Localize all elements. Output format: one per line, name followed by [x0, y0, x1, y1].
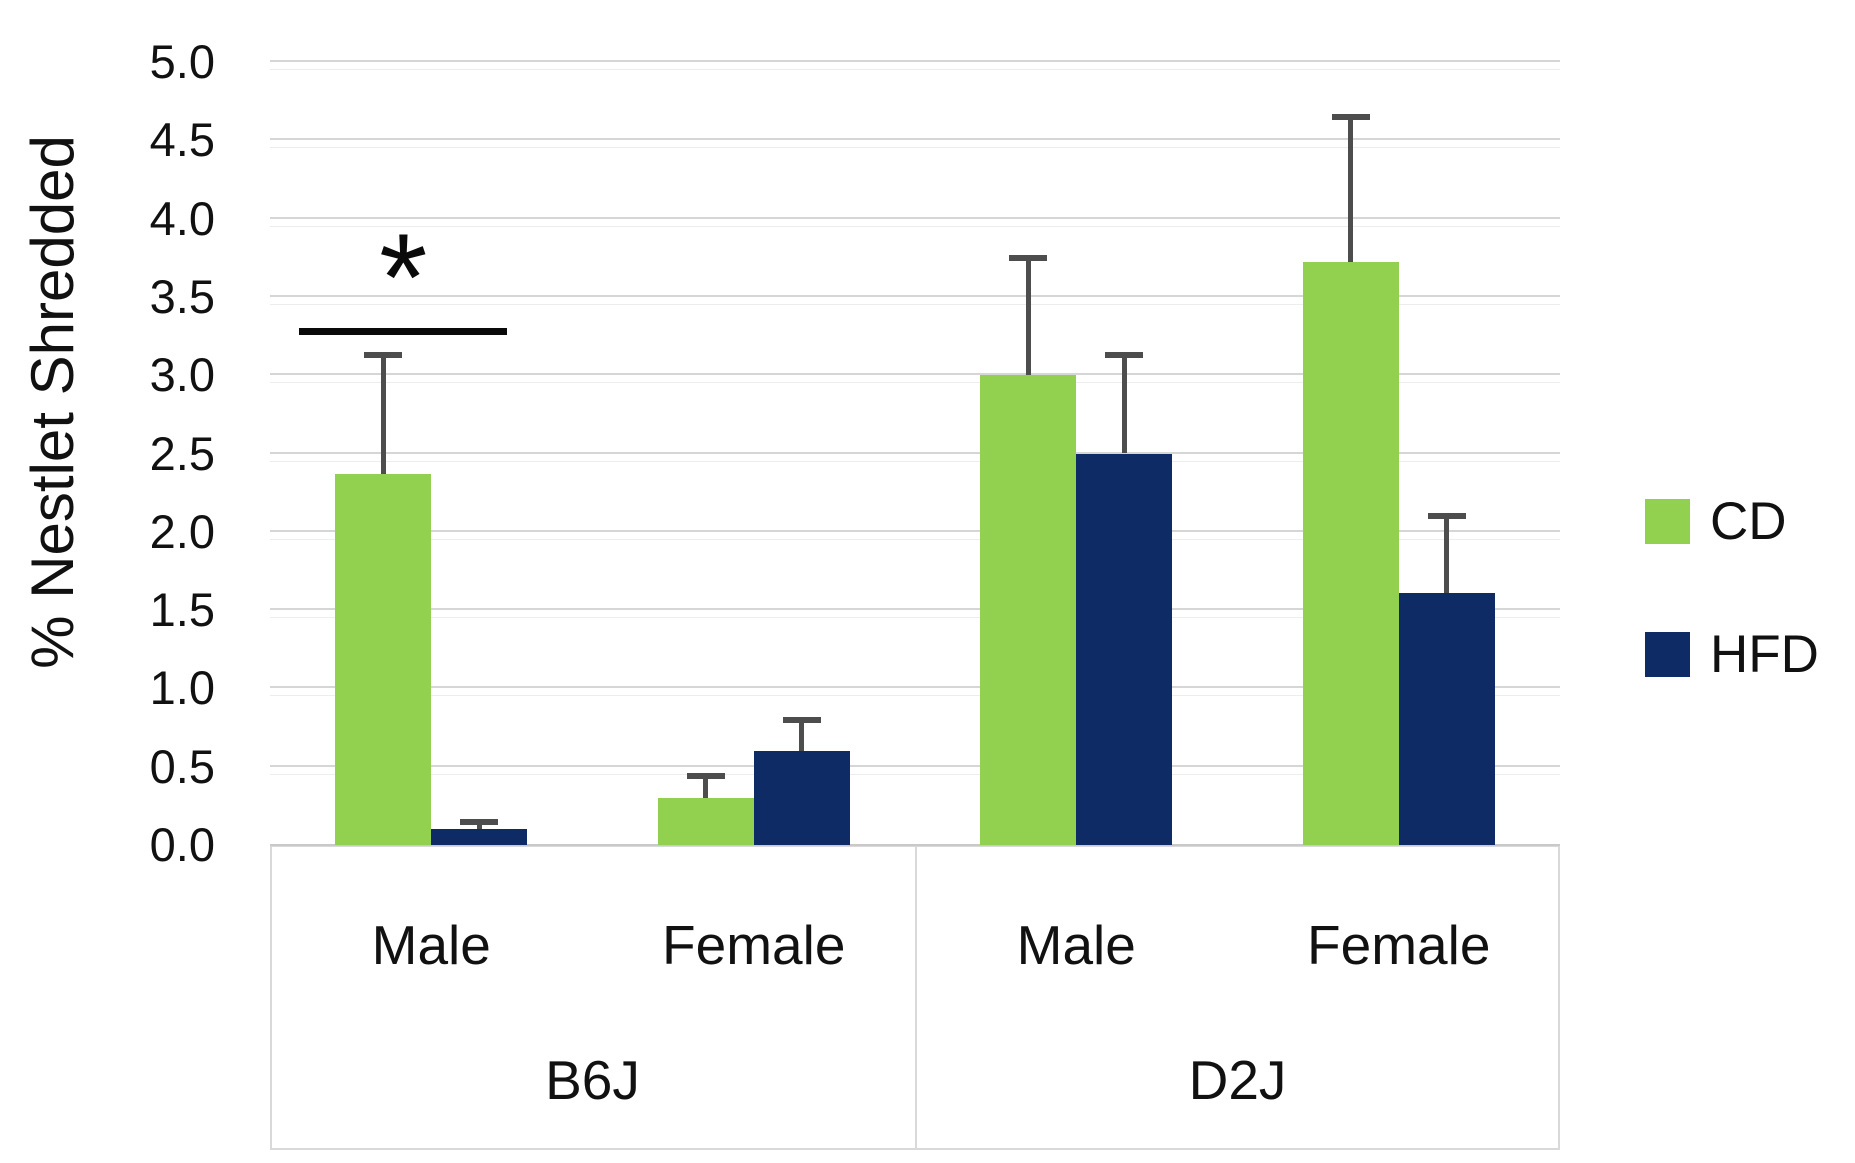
bar-cd-d2j-male — [980, 375, 1077, 845]
bar-hfd-d2j-female — [1398, 592, 1495, 845]
y-tick-label-1.0: 1.0 — [149, 661, 215, 715]
gridline-2.5 — [270, 451, 1560, 462]
legend-item-hfd: HFD — [1645, 628, 1819, 681]
gridline-1.0 — [270, 686, 1560, 697]
gridline-4.0 — [270, 216, 1560, 227]
error-bar-cap-hfd-d2j-female — [1427, 513, 1466, 520]
y-tick-label-2.5: 2.5 — [149, 426, 215, 480]
legend-swatch-hfd — [1645, 632, 1690, 677]
y-tick-label-0.0: 0.0 — [149, 818, 215, 871]
significance-star: * — [379, 209, 428, 348]
y-tick-label-3.0: 3.0 — [149, 348, 215, 402]
category-label-b6j-female: Female — [662, 914, 846, 976]
category-label-b6j-male: Male — [371, 914, 491, 976]
error-bar-stem-hfd-d2j-female — [1444, 516, 1450, 593]
gridline-3.0 — [270, 373, 1560, 384]
y-tick-label-3.5: 3.5 — [149, 269, 215, 323]
y-tick-label-0.5: 0.5 — [149, 739, 215, 793]
group-label-d2j: D2J — [1188, 1049, 1287, 1111]
category-axis-box — [270, 845, 1560, 1150]
bar-hfd-b6j-male — [431, 829, 528, 845]
error-bar-stem-hfd-b6j-female — [799, 719, 805, 752]
error-bar-stem-hfd-d2j-male — [1121, 354, 1127, 454]
error-bar-stem-cd-b6j-female — [703, 776, 709, 799]
error-bar-stem-cd-b6j-male — [380, 354, 386, 474]
error-bar-stem-cd-d2j-female — [1348, 116, 1354, 263]
legend-label-cd: CD — [1710, 492, 1787, 551]
gridline-1.5 — [270, 608, 1560, 619]
error-bar-stem-cd-d2j-male — [1025, 257, 1031, 376]
gridline-0.5 — [270, 764, 1560, 775]
bar-hfd-d2j-male — [1076, 453, 1173, 845]
bar-cd-b6j-male — [335, 473, 432, 845]
x-axis-line — [270, 844, 1560, 846]
error-bar-cap-cd-b6j-female — [686, 773, 725, 780]
y-tick-label-5.0: 5.0 — [149, 35, 215, 88]
gridline-2.0 — [270, 529, 1560, 540]
error-bar-cap-hfd-d2j-male — [1105, 351, 1144, 358]
error-bar-cap-hfd-b6j-female — [782, 716, 821, 723]
group-label-b6j: B6J — [545, 1049, 640, 1111]
y-tick-label-2.0: 2.0 — [149, 504, 215, 558]
bar-cd-d2j-female — [1302, 262, 1399, 845]
error-bar-cap-cd-b6j-male — [364, 351, 403, 358]
legend-swatch-cd — [1645, 499, 1690, 544]
error-bar-cap-hfd-b6j-male — [460, 818, 499, 825]
bar-cd-b6j-female — [657, 798, 754, 845]
error-bar-cap-cd-d2j-male — [1009, 254, 1048, 261]
significance-line — [299, 328, 508, 336]
error-bar-stem-hfd-b6j-male — [476, 821, 482, 830]
error-bar-cap-cd-d2j-female — [1331, 113, 1370, 120]
y-tick-label-1.5: 1.5 — [149, 583, 215, 637]
y-axis-title: % Nestlet Shredded — [19, 135, 86, 669]
y-tick-label-4.0: 4.0 — [149, 191, 215, 245]
category-label-d2j-female: Female — [1307, 914, 1491, 976]
group-divider-line — [915, 847, 917, 1148]
y-tick-label-4.5: 4.5 — [149, 113, 215, 167]
bar-hfd-b6j-female — [753, 751, 850, 845]
gridline-3.5 — [270, 294, 1560, 305]
category-label-d2j-male: Male — [1016, 914, 1136, 976]
legend: CD HFD — [1645, 495, 1819, 761]
gridline-4.5 — [270, 138, 1560, 149]
gridline-5.0 — [270, 60, 1560, 70]
legend-item-cd: CD — [1645, 495, 1819, 548]
legend-label-hfd: HFD — [1710, 625, 1819, 684]
